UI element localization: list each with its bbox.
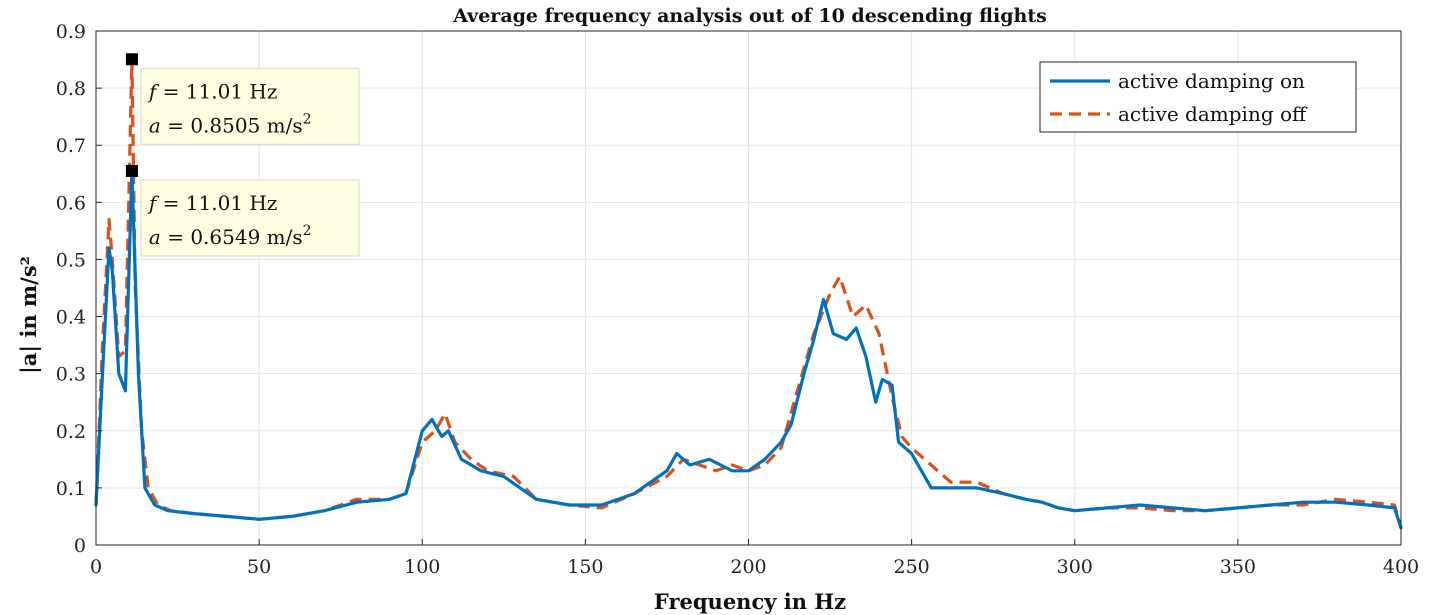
x-tick-label: 250	[893, 556, 929, 578]
datatip-marker	[125, 164, 138, 177]
y-tick-label: 0.9	[56, 21, 86, 43]
datatip: f = 11.01 Hz a = 0.8505 m/s2	[125, 53, 360, 145]
datatip-box	[140, 179, 360, 257]
datatips: f = 11.01 Hz a = 0.8505 m/s2 f = 11.01 Hz a…	[125, 53, 360, 257]
chart-title: Average frequency analysis out of 10 des…	[452, 5, 1047, 27]
x-axis-label: Frequency in Hz	[654, 589, 846, 614]
y-tick-label: 0.5	[56, 249, 86, 271]
x-tick-label: 350	[1220, 556, 1256, 578]
datatip-marker	[125, 53, 138, 66]
series-layer	[94, 57, 1403, 530]
datatip: f = 11.01 Hz a = 0.6549 m/s2	[125, 164, 360, 257]
datatip-amplitude: a = 0.6549 m/s2	[149, 223, 312, 249]
datatip-box	[140, 67, 360, 145]
y-tick-label: 0.4	[56, 307, 86, 329]
y-tick-label: 0.2	[56, 421, 86, 443]
x-axis-ticks: 0 50 100 150 200 250 300 350 400	[90, 539, 1419, 578]
legend-label-active-damping-off: active damping off	[1118, 102, 1308, 126]
x-tick-label: 200	[730, 556, 766, 578]
y-tick-label: 0.8	[56, 78, 86, 100]
y-tick-label: 0.1	[56, 478, 86, 500]
x-tick-label: 300	[1057, 556, 1093, 578]
datatip-amplitude: a = 0.8505 m/s2	[149, 111, 312, 137]
y-tick-label: 0.3	[56, 364, 86, 386]
y-tick-label: 0.6	[56, 192, 86, 214]
legend: active damping on active damping off	[1039, 61, 1357, 133]
datatip-frequency: f = 11.01 Hz	[147, 79, 277, 103]
legend-label-active-damping-on: active damping on	[1118, 69, 1305, 93]
y-axis-label: |a| in m/s²	[16, 256, 41, 374]
legend-box	[1039, 61, 1357, 133]
y-axis-ticks: 0 0.1 0.2 0.3 0.4 0.5 0.6 0.7 0.8 0.9	[56, 21, 102, 557]
x-tick-label: 0	[90, 556, 102, 578]
x-tick-label: 400	[1383, 556, 1419, 578]
y-tick-label: 0.7	[56, 135, 86, 157]
x-tick-label: 150	[567, 556, 603, 578]
y-tick-label: 0	[74, 535, 86, 557]
x-tick-label: 50	[247, 556, 271, 578]
series-line-active-damping-on	[94, 169, 1403, 530]
datatip-frequency: f = 11.01 Hz	[147, 191, 277, 215]
x-tick-label: 100	[404, 556, 440, 578]
